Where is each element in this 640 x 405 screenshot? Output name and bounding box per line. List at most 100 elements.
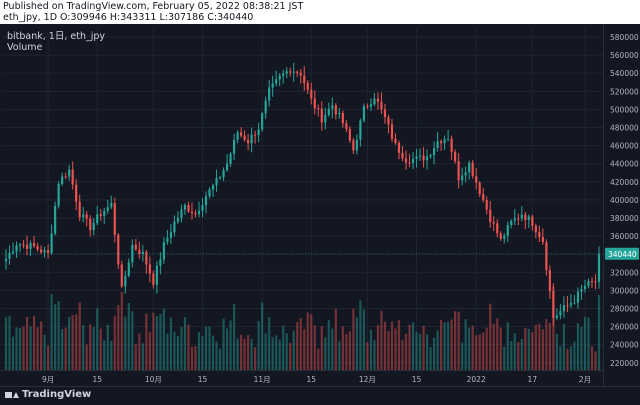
volume-bar	[180, 327, 183, 370]
volume-legend[interactable]: Volume	[7, 42, 43, 53]
candle-body	[92, 222, 95, 231]
candle-body	[538, 232, 541, 238]
price-chart[interactable]: 2200002400002600002800003000003200003400…	[0, 24, 640, 386]
volume-bar	[331, 328, 334, 370]
candle-body	[401, 152, 404, 159]
tradingview-logo-icon	[5, 390, 19, 400]
volume-bar	[134, 344, 137, 370]
volume-bar	[201, 336, 204, 370]
volume-bar	[25, 316, 29, 370]
volume-bar	[587, 317, 590, 370]
candle-body	[96, 214, 99, 223]
candle-body	[296, 71, 299, 73]
volume-bar	[96, 308, 99, 370]
candle-body	[499, 233, 502, 239]
candle-body	[225, 163, 229, 171]
candle-body	[240, 132, 243, 136]
volume-bar	[496, 318, 499, 370]
candle-body	[148, 264, 151, 274]
symbol-legend[interactable]: bitbank, 1日, eth_jpy	[7, 31, 106, 42]
candle-body	[418, 155, 422, 157]
candle-body	[425, 156, 429, 161]
candle-body	[548, 270, 551, 292]
candle-body	[204, 196, 208, 206]
candle-body	[85, 214, 88, 219]
volume-bar	[492, 323, 495, 370]
candle-body	[218, 177, 222, 179]
volume-bar	[510, 341, 513, 370]
candle-body	[324, 115, 327, 123]
volume-bar	[47, 345, 50, 370]
volume-bar	[317, 348, 320, 370]
volume-bar	[457, 311, 460, 370]
candle-body	[57, 183, 60, 206]
volume-bar	[211, 335, 215, 370]
candle-body	[152, 273, 155, 285]
volume-bar	[117, 305, 120, 370]
candle-body	[278, 75, 281, 80]
volume-bar	[75, 314, 78, 370]
volume-bar	[306, 312, 309, 370]
volume-bar	[187, 324, 190, 370]
volume-bar	[127, 302, 130, 370]
volume-bar	[103, 340, 106, 370]
volume-bar	[482, 332, 485, 370]
x-tick-label: 11月	[254, 375, 271, 384]
volume-bar	[580, 326, 583, 370]
candle-body	[496, 223, 499, 234]
tradingview-brand[interactable]: TradingView	[5, 389, 91, 400]
brand-label: TradingView	[22, 389, 92, 400]
candle-body	[190, 211, 194, 214]
candle-body	[254, 134, 257, 136]
volume-bar	[289, 342, 292, 370]
candle-body	[211, 185, 215, 190]
candle-body	[573, 302, 576, 304]
volume-bar	[464, 319, 467, 370]
volume-bar	[373, 340, 376, 370]
volume-bar	[552, 286, 555, 370]
candle-body	[268, 87, 271, 101]
volume-bar	[218, 348, 222, 370]
candle-body	[415, 156, 418, 159]
candle-body	[390, 124, 394, 139]
volume-bar	[450, 319, 453, 370]
volume-bar	[257, 320, 260, 370]
volume-bar	[352, 308, 355, 370]
candle-body	[555, 315, 558, 319]
candle-body	[597, 253, 601, 282]
volume-bar	[4, 317, 8, 370]
volume-bar	[82, 325, 85, 370]
volume-bar	[397, 320, 401, 370]
candle-body	[545, 242, 548, 271]
candle-body	[103, 211, 106, 217]
candle-body	[43, 250, 46, 253]
volume-bar	[503, 346, 506, 370]
x-tick-label: 2月	[579, 375, 591, 384]
y-tick-label: 480000	[610, 124, 639, 133]
candle-body	[120, 264, 123, 287]
candle-body	[166, 237, 169, 243]
volume-bar	[141, 343, 144, 370]
volume-bar	[531, 331, 534, 370]
candle-body	[566, 305, 569, 307]
last-price-label: 340440	[608, 250, 637, 259]
volume-bar	[345, 333, 348, 370]
candle-body	[440, 141, 443, 144]
x-tick-label: 9月	[42, 375, 54, 384]
candle-body	[594, 281, 597, 283]
volume-bar	[29, 326, 32, 370]
volume-bar	[183, 317, 187, 370]
candle-body	[489, 209, 492, 223]
candle-body	[327, 108, 330, 116]
candle-body	[513, 218, 516, 221]
candle-body	[264, 100, 267, 114]
x-tick-label: 10月	[145, 375, 162, 384]
candle-body	[71, 169, 74, 185]
candle-body	[478, 182, 481, 195]
candle-body	[457, 161, 460, 181]
y-tick-label: 420000	[610, 178, 639, 187]
volume-bar	[271, 337, 274, 370]
candle-body	[503, 235, 506, 239]
volume-bar	[555, 333, 558, 370]
y-tick-label: 320000	[610, 268, 639, 277]
